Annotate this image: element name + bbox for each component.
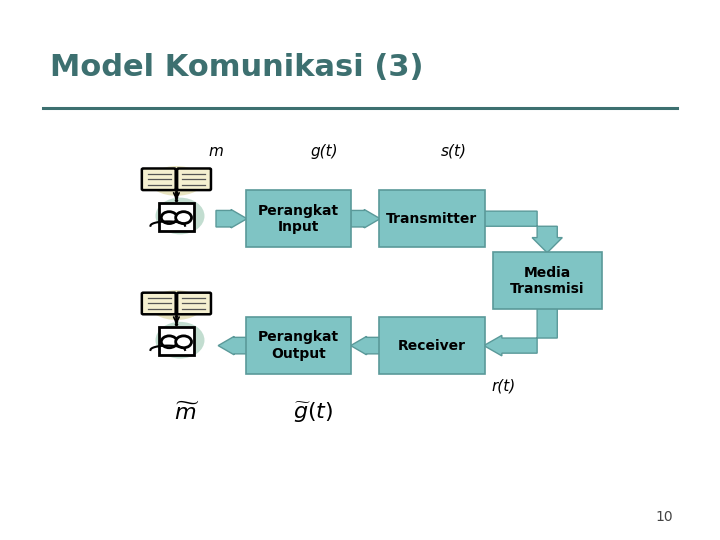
Ellipse shape [150, 291, 204, 320]
Ellipse shape [156, 322, 204, 359]
Ellipse shape [156, 198, 204, 234]
Circle shape [176, 212, 192, 224]
FancyBboxPatch shape [142, 293, 176, 314]
Text: $\widetilde{g}(t)$: $\widetilde{g}(t)$ [293, 401, 333, 426]
Text: Receiver: Receiver [398, 339, 466, 353]
Polygon shape [351, 210, 380, 228]
Polygon shape [484, 308, 557, 356]
Polygon shape [218, 336, 247, 355]
Polygon shape [351, 336, 380, 355]
Text: $\widetilde{m}$: $\widetilde{m}$ [174, 402, 200, 424]
Polygon shape [216, 210, 247, 228]
Text: 10: 10 [656, 510, 673, 524]
Text: g(t): g(t) [310, 144, 338, 159]
Text: Perangkat
Output: Perangkat Output [258, 330, 339, 361]
Text: r(t): r(t) [492, 379, 516, 394]
Polygon shape [482, 211, 562, 253]
Text: m: m [209, 144, 223, 159]
Text: Model Komunikasi (3): Model Komunikasi (3) [50, 53, 424, 82]
Text: s(t): s(t) [441, 144, 467, 159]
FancyBboxPatch shape [246, 317, 351, 374]
Ellipse shape [150, 166, 204, 195]
FancyBboxPatch shape [142, 168, 176, 190]
Text: Perangkat
Input: Perangkat Input [258, 204, 339, 234]
FancyBboxPatch shape [379, 317, 485, 374]
Text: Transmitter: Transmitter [387, 212, 477, 226]
FancyBboxPatch shape [159, 202, 194, 231]
FancyBboxPatch shape [159, 327, 194, 355]
Circle shape [161, 212, 177, 224]
Text: Media
Transmisi: Media Transmisi [510, 266, 585, 296]
FancyBboxPatch shape [492, 252, 602, 309]
FancyBboxPatch shape [246, 190, 351, 247]
Circle shape [176, 336, 192, 348]
FancyBboxPatch shape [379, 190, 485, 247]
FancyBboxPatch shape [177, 168, 211, 190]
Circle shape [161, 336, 177, 348]
FancyBboxPatch shape [177, 293, 211, 314]
